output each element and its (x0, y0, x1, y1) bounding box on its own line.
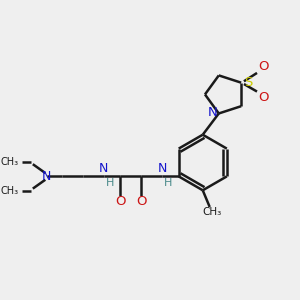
Text: O: O (115, 196, 126, 208)
Text: S: S (244, 76, 252, 88)
Text: O: O (136, 196, 146, 208)
Text: CH₃: CH₃ (202, 207, 221, 217)
Text: N: N (157, 162, 167, 175)
Text: CH₃: CH₃ (0, 157, 18, 167)
Text: H: H (164, 178, 172, 188)
Text: O: O (258, 60, 268, 73)
Text: O: O (258, 91, 268, 104)
Text: CH₃: CH₃ (0, 186, 18, 196)
Text: N: N (42, 170, 51, 183)
Text: N: N (99, 162, 108, 175)
Text: H: H (106, 178, 114, 188)
Text: N: N (208, 106, 218, 119)
